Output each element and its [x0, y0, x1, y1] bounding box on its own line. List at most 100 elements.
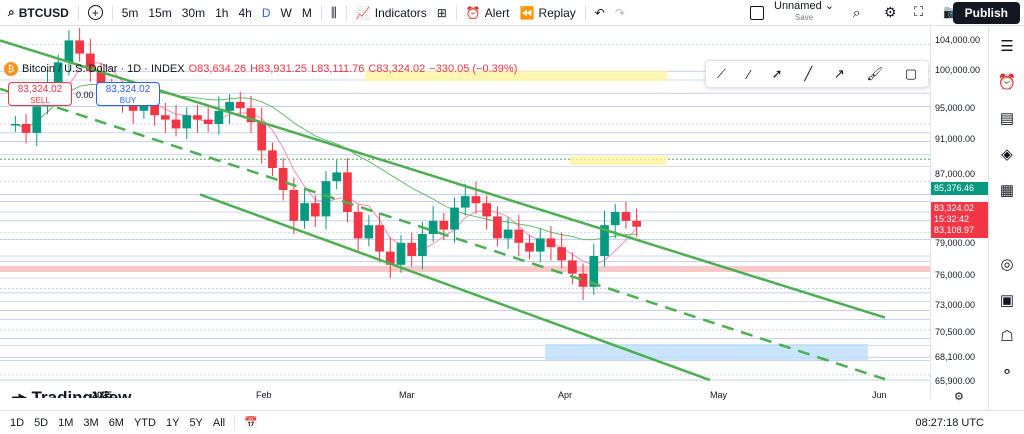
calendar-icon[interactable]: ▣ [999, 292, 1015, 309]
divider [77, 4, 79, 21]
fullscreen-button[interactable]: ⛶ [914, 4, 923, 20]
timeframe-d[interactable]: D [261, 5, 271, 20]
candle-body [632, 220, 641, 227]
candle-body [514, 229, 524, 243]
data-window-icon[interactable]: ▤ [999, 110, 1015, 127]
buy-label: BUY [119, 96, 137, 105]
rectangle-tool-icon[interactable]: ▢ [904, 66, 918, 81]
legend-title: Bitcoin / U.S. Dollar · 1D · INDEX [22, 63, 185, 75]
chart-legend: ₿ Bitcoin / U.S. Dollar · 1D · INDEX O83… [4, 62, 517, 76]
candle-body [11, 124, 20, 126]
chart-type-button[interactable]: ⫼ [326, 0, 342, 26]
price-axis[interactable]: 104,000.00 100,000.00 95,000.00 91,000.0… [930, 26, 988, 398]
candle-body [214, 110, 224, 124]
price-tick: 100,000.00 [935, 65, 981, 75]
range-5d[interactable]: 5D [34, 416, 49, 429]
price-tag-green: 85,376.46 [931, 182, 988, 195]
timeframe-4h[interactable]: 4h [238, 5, 252, 20]
candle-body [278, 168, 288, 190]
candle-body [418, 234, 427, 256]
replay-button[interactable]: ⏪ Replay [514, 0, 580, 26]
candle-body [32, 106, 42, 133]
utc-clock[interactable]: 08:27:18 UTC [915, 416, 984, 429]
range-1m[interactable]: 1M [58, 416, 74, 429]
candle-body [396, 242, 406, 265]
candle-body [225, 102, 234, 111]
layers-icon[interactable]: ◈ [1001, 146, 1013, 163]
candle-body [171, 119, 181, 129]
candle-body [300, 203, 309, 221]
redo-button[interactable]: ↷ [610, 0, 630, 26]
timeframe-15m[interactable]: 15m [148, 5, 172, 20]
indicators-icon: 📈 [355, 5, 371, 20]
alerts-icon[interactable]: ⏰ [997, 74, 1017, 91]
time-tick: Feb [256, 390, 272, 400]
top-toolbar: ⌕ BTCUSD + 5m 15m 30m 1h 4h D W M ⫼ 📈 Ind… [0, 0, 1024, 26]
candle-body [53, 62, 63, 85]
range-3m[interactable]: 3M [83, 416, 99, 429]
axis-settings-icon[interactable]: ⚙ [954, 391, 964, 403]
search-icon: ⌕ [8, 5, 15, 19]
settings-button[interactable]: ⚙ [884, 4, 897, 21]
timeframe-m[interactable]: M [301, 5, 312, 20]
templates-button[interactable]: ⊞ [432, 0, 452, 26]
range-ytd[interactable]: YTD [133, 416, 156, 429]
ray-tool-icon[interactable]: ∕ [747, 66, 750, 82]
publish-button[interactable]: Publish [952, 2, 1020, 24]
alert-button[interactable]: ⏰ Alert [461, 0, 515, 26]
candle-body [482, 203, 492, 217]
quick-search-icon: ⌕ [853, 5, 861, 20]
range-5y[interactable]: 5Y [189, 416, 203, 429]
price-chart[interactable] [0, 26, 930, 398]
legend-high: H83,931.25 [250, 63, 307, 75]
arrow-tool-icon[interactable]: ↗ [833, 66, 845, 81]
price-tick: 95,000.00 [935, 103, 976, 113]
cursor-tool-icon[interactable]: ➚ [771, 66, 783, 81]
layout-checkbox[interactable] [750, 6, 764, 20]
range-6m[interactable]: 6M [108, 416, 124, 429]
range-1d[interactable]: 1D [10, 416, 25, 429]
range-1y[interactable]: 1Y [165, 416, 180, 429]
legend-open: O83,634.26 [188, 63, 247, 75]
sell-button[interactable]: 83,324.02 SELL [8, 82, 72, 106]
indicators-button[interactable]: 📈 Indicators [351, 0, 432, 26]
calendar-range-icon: 📅 [244, 417, 258, 429]
timeframe-5m[interactable]: 5m [121, 5, 139, 20]
candle-body [621, 212, 631, 221]
time-axis[interactable]: 2025 Feb Mar Apr May Jun [0, 388, 930, 404]
undo-button[interactable]: ↶ [590, 0, 610, 26]
bar-countdown: 15:32:42 [934, 214, 970, 224]
symbol-search[interactable]: ⌕ BTCUSD [0, 0, 74, 26]
goto-date-button[interactable]: 📅 [239, 416, 263, 429]
candle-body [64, 40, 74, 63]
timeframe-1h[interactable]: 1h [215, 5, 229, 20]
legend-low: L83,111.76 [310, 63, 365, 75]
candle-body [246, 108, 256, 123]
notifications-icon[interactable]: ⚬ [1000, 364, 1014, 381]
timeframe-w[interactable]: W [280, 5, 292, 20]
layout-name[interactable]: Unnamed ⌄ Save [774, 1, 834, 23]
time-tick: Jun [872, 390, 887, 400]
quick-search-button[interactable]: ⌕ [853, 5, 860, 21]
buy-button[interactable]: 83,324.02 BUY [96, 82, 160, 106]
bitcoin-icon: ₿ [4, 62, 18, 76]
price-tick: 79,000.00 [935, 238, 976, 248]
hotlist-icon[interactable]: ▦ [999, 182, 1015, 199]
line-tool-icon[interactable]: ╱ [804, 66, 813, 81]
chat-icon[interactable]: ☖ [1000, 328, 1014, 345]
current-price-tag: 83,324.02 15:32:42 83,108.97 [931, 202, 988, 238]
watchlist-icon[interactable]: ☰ [1000, 38, 1014, 55]
range-all[interactable]: All [212, 416, 226, 429]
candle-body [535, 238, 545, 252]
replay-label: Replay [538, 5, 576, 20]
target-icon[interactable]: ◎ [1000, 256, 1014, 273]
candle-body [96, 71, 106, 89]
trend-line-tool-icon[interactable]: ⟋ [716, 66, 726, 81]
brush-tool-icon[interactable]: 🖌 [866, 66, 884, 81]
redo-icon: ↷ [614, 5, 625, 20]
fib-zone-yellow-lower [570, 156, 667, 165]
add-symbol-button[interactable]: + [83, 0, 108, 26]
timeframe-30m[interactable]: 30m [181, 5, 206, 20]
candle-body [460, 196, 470, 208]
chart-pane[interactable]: ₿ Bitcoin / U.S. Dollar · 1D · INDEX O83… [0, 26, 930, 398]
